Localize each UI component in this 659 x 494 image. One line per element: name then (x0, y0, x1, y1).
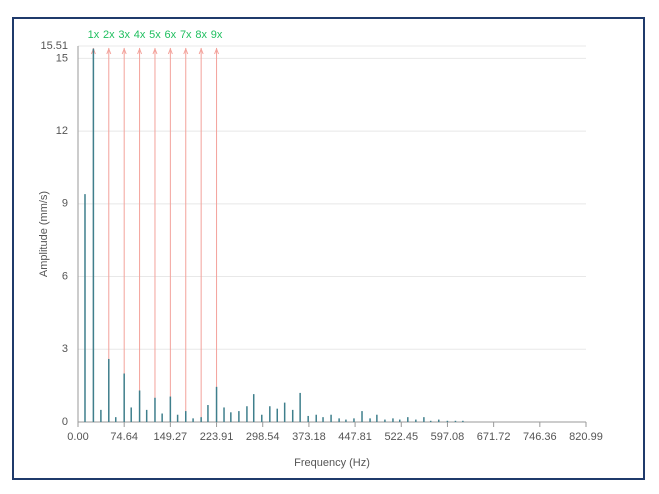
y-tick-label: 12 (56, 125, 68, 137)
y-tick-label: 6 (62, 270, 68, 282)
y-axis-label: Amplitude (mm/s) (38, 191, 50, 277)
harmonic-label: 4x (134, 29, 146, 41)
y-tick-label: 15.51 (40, 40, 68, 52)
x-tick-label: 820.99 (569, 431, 603, 443)
harmonic-arrow (214, 47, 220, 55)
harmonic-arrow (137, 47, 143, 55)
y-tick-label: 0 (62, 416, 68, 428)
x-tick-label: 298.54 (246, 431, 280, 443)
harmonic-label: 9x (211, 29, 223, 41)
x-axis-label: Frequency (Hz) (294, 457, 370, 469)
x-tick-label: 223.91 (200, 431, 234, 443)
harmonic-label: 7x (180, 29, 192, 41)
harmonic-label: 8x (195, 29, 207, 41)
frame (12, 17, 645, 480)
harmonic-arrow (152, 47, 158, 55)
x-tick-label: 149.27 (154, 431, 188, 443)
harmonic-arrow (183, 47, 189, 55)
x-tick-label: 522.45 (384, 431, 418, 443)
harmonic-arrow (121, 47, 127, 55)
harmonic-label: 6x (165, 29, 177, 41)
harmonic-arrow (167, 47, 173, 55)
harmonic-arrow (198, 47, 204, 55)
x-tick-label: 746.36 (523, 431, 557, 443)
x-tick-label: 74.64 (110, 431, 138, 443)
x-tick-label: 671.72 (477, 431, 511, 443)
harmonic-label: 1x (88, 29, 100, 41)
y-tick-label: 9 (62, 198, 68, 210)
x-tick-label: 447.81 (338, 431, 372, 443)
y-tick-label: 3 (62, 343, 68, 355)
x-tick-label: 373.18 (292, 431, 326, 443)
harmonic-label: 3x (118, 29, 130, 41)
x-tick-label: 597.08 (431, 431, 465, 443)
harmonic-label: 2x (103, 29, 115, 41)
harmonic-label: 5x (149, 29, 161, 41)
harmonic-arrow (106, 47, 112, 55)
x-tick-label: 0.00 (67, 431, 88, 443)
y-tick-label: 15 (56, 52, 68, 64)
